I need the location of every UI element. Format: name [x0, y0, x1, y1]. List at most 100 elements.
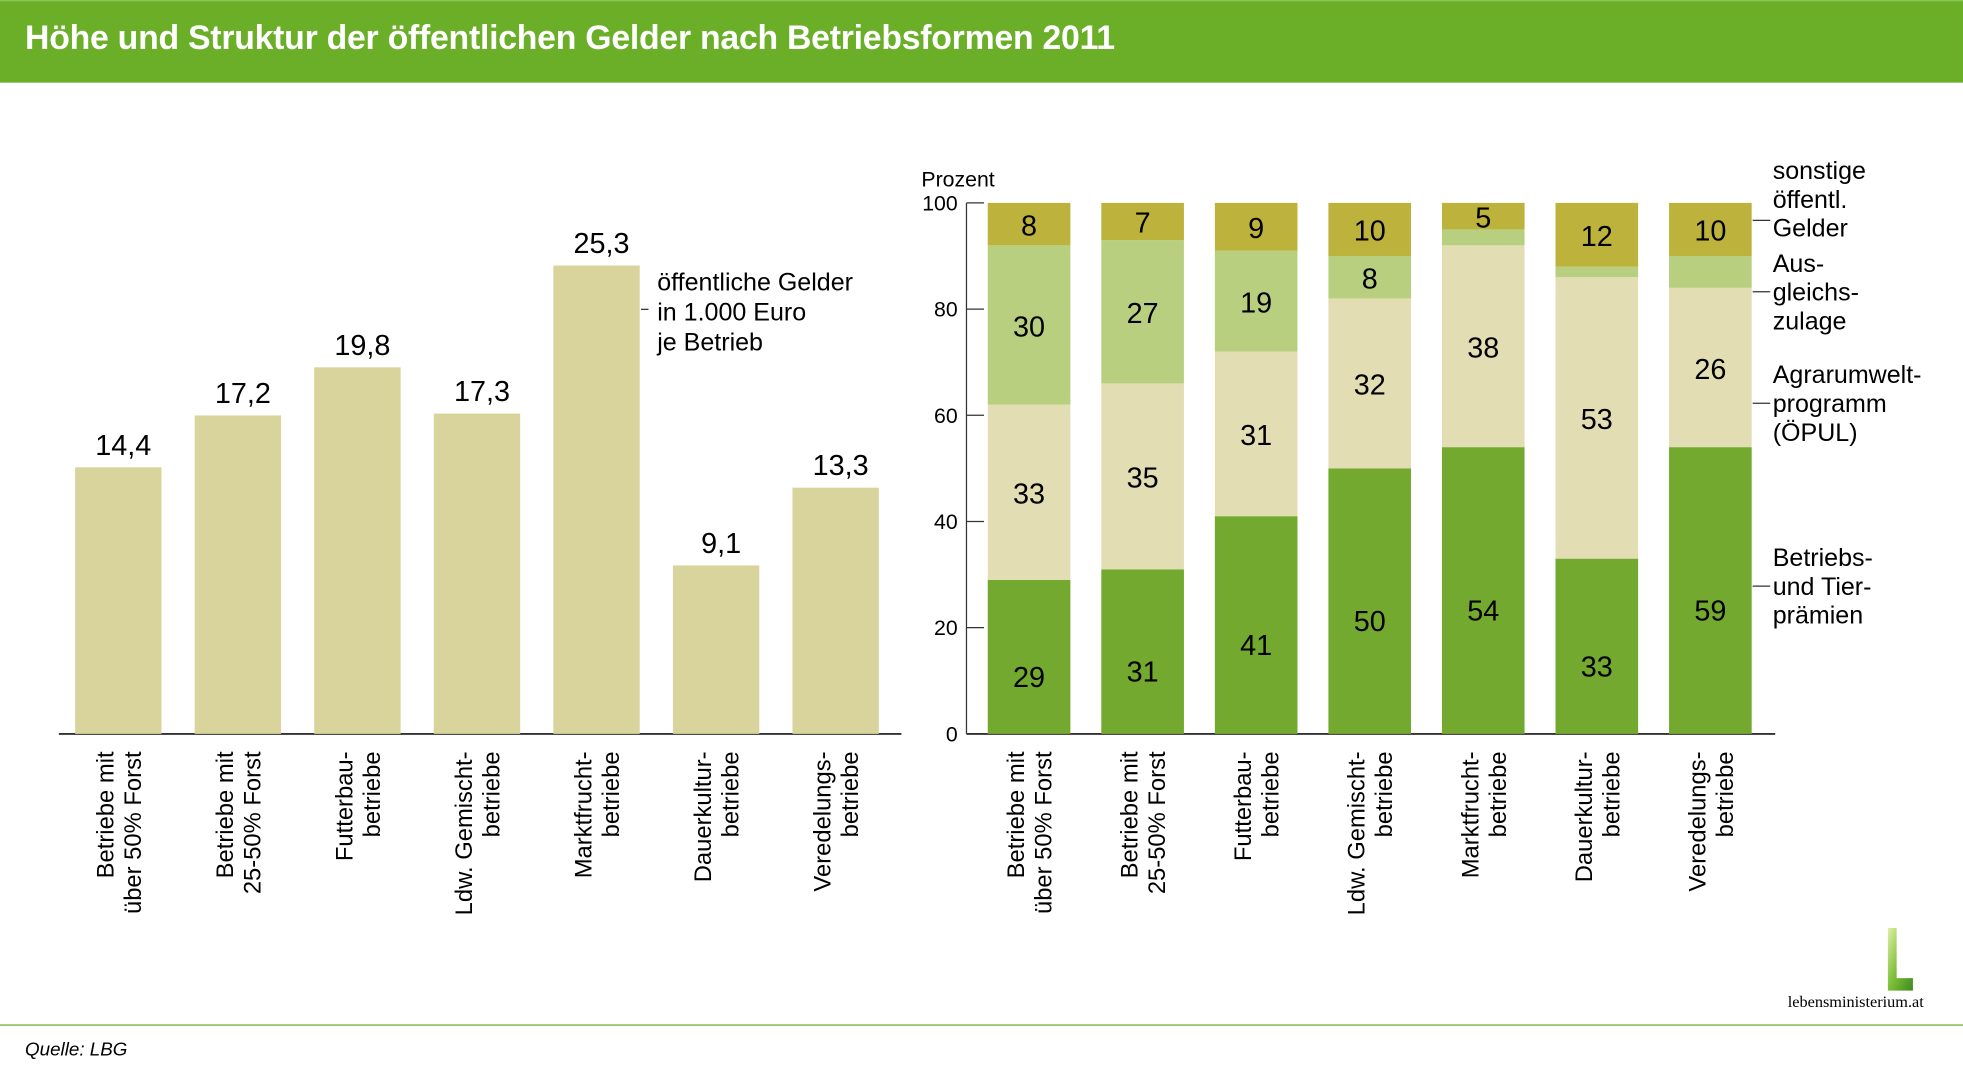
- bar-value-label: 17,2: [215, 378, 271, 410]
- category-label-line: 25-50% Forst: [1144, 751, 1171, 894]
- segment-value-label: 9: [1248, 213, 1264, 245]
- bar: [553, 265, 640, 734]
- y-tick-label: 40: [934, 510, 958, 534]
- annotation-text: je Betrieb: [656, 329, 763, 357]
- y-tick-label: 60: [934, 404, 958, 428]
- legend-label: öffentl.: [1773, 186, 1848, 214]
- stacked-segment: [1328, 255, 1412, 299]
- stacked-segment: [1555, 202, 1639, 267]
- stacked-segment: [1669, 202, 1752, 256]
- stacked-segment: [987, 245, 1071, 405]
- y-tick-label: 20: [934, 616, 958, 640]
- stacked-segment: [1101, 240, 1184, 384]
- legend-label: gleichs-: [1773, 279, 1859, 307]
- logo-text: lebensministerium.at: [1787, 991, 1924, 1011]
- legend-label: Gelder: [1773, 215, 1848, 243]
- segment-value-label: 32: [1354, 370, 1386, 402]
- category-label-line: betriebe: [1598, 751, 1625, 837]
- segment-value-label: 33: [1013, 479, 1045, 511]
- stacked-segment: [1328, 468, 1412, 734]
- stacked-segment: [1214, 202, 1298, 251]
- category-label-line: Betriebe mit: [1003, 751, 1030, 878]
- title-bar: Höhe und Struktur der öffentlichen Gelde…: [0, 0, 1963, 83]
- legend-label: zulage: [1773, 307, 1847, 335]
- stacked-segment: [987, 404, 1071, 580]
- stacked-segment: [1555, 277, 1639, 559]
- stacked-segment: [1441, 202, 1525, 230]
- category-label-line: Betriebe mit: [1117, 751, 1144, 878]
- legend-label: Aus-: [1773, 250, 1824, 278]
- category-label: Ldw. Gemischt-betriebe: [1344, 751, 1399, 915]
- category-label: Dauerkultur-betriebe: [1571, 751, 1626, 882]
- segment-value-label: 8: [1021, 210, 1037, 242]
- segment-value-label: 19: [1240, 287, 1272, 319]
- legend-label: Betriebs-: [1773, 544, 1873, 572]
- category-label: Marktfrucht-betriebe: [1457, 751, 1512, 878]
- source-note: Quelle: LBG: [25, 1039, 128, 1061]
- bar-value-label: 19,8: [334, 330, 390, 362]
- stacked-segment: [1214, 351, 1298, 517]
- stacked-segment: [1328, 202, 1412, 256]
- segment-value-label: 12: [1581, 221, 1613, 253]
- segment-value-label: 31: [1240, 420, 1272, 452]
- annotation-text: in 1.000 Euro: [657, 299, 806, 327]
- category-label-line: Betriebe mit: [212, 751, 239, 878]
- bar-value-label: 9,1: [701, 528, 741, 560]
- segment-value-label: 5: [1475, 202, 1491, 234]
- legend-label: prämien: [1773, 602, 1863, 630]
- page-title: Höhe und Struktur der öffentlichen Gelde…: [25, 18, 1115, 57]
- category-label-line: Veredelungs-: [810, 751, 837, 891]
- segment-value-label: 54: [1467, 596, 1499, 628]
- category-label-line: über 50% Forst: [120, 751, 147, 914]
- y-tick-label: 0: [946, 722, 958, 746]
- category-label: Betriebe mit 25-50% Forst: [1117, 751, 1172, 894]
- y-tick-label: 100: [922, 191, 957, 215]
- category-label: Betriebe mit 25-50% Forst: [212, 751, 267, 894]
- segment-value-label: 59: [1694, 596, 1726, 628]
- bar-value-label: 17,3: [454, 376, 510, 408]
- category-label: Marktfrucht-betriebe: [571, 751, 626, 878]
- segment-value-label: 41: [1240, 630, 1272, 662]
- category-label-line: betriebe: [1371, 751, 1398, 837]
- stacked-segment: [1328, 298, 1412, 469]
- stacked-segment: [1214, 250, 1298, 352]
- bar: [792, 487, 879, 734]
- category-label-line: betriebe: [359, 751, 386, 837]
- category-label-line: Ldw. Gemischt-: [451, 751, 478, 915]
- bar: [314, 367, 401, 734]
- category-label: Ldw. Gemischt-betriebe: [451, 751, 506, 915]
- segment-value-label: 50: [1354, 606, 1386, 638]
- bar: [433, 413, 521, 734]
- category-label-line: Futterbau-: [331, 751, 358, 861]
- segment-value-label: 53: [1581, 404, 1613, 436]
- stacked-segment: [987, 202, 1071, 246]
- legend-label: sonstige: [1773, 157, 1866, 185]
- category-label-line: betriebe: [598, 751, 625, 837]
- category-label-line: Marktfrucht-: [1457, 751, 1484, 878]
- category-label-line: Dauerkultur-: [690, 751, 717, 882]
- category-label-line: Dauerkultur-: [1571, 751, 1598, 882]
- segment-value-label: 30: [1013, 311, 1045, 343]
- segment-value-label: 27: [1127, 298, 1159, 330]
- category-label-line: betriebe: [479, 751, 506, 837]
- y-tick-label: 80: [934, 298, 958, 322]
- category-label-line: Ldw. Gemischt-: [1344, 751, 1371, 915]
- category-label-line: betriebe: [718, 751, 745, 837]
- category-label-line: Futterbau-: [1230, 751, 1257, 861]
- legend-label: programm: [1773, 390, 1887, 418]
- category-label-line: Betriebe mit: [92, 751, 119, 878]
- category-label: Dauerkultur-betriebe: [690, 751, 745, 882]
- segment-value-label: 31: [1127, 657, 1159, 689]
- category-label: Futterbau-betriebe: [1230, 751, 1285, 861]
- stacked-segment: [1669, 287, 1752, 448]
- category-label-line: betriebe: [1485, 751, 1512, 837]
- category-label: Betriebe mit über 50% Forst: [1003, 751, 1058, 914]
- stacked-segment: [1101, 383, 1184, 570]
- footer-divider: [0, 1024, 1963, 1026]
- stacked-segment: [1555, 266, 1639, 278]
- category-label: Veredelungs-betriebe: [810, 751, 865, 891]
- category-label-line: betriebe: [1712, 751, 1739, 837]
